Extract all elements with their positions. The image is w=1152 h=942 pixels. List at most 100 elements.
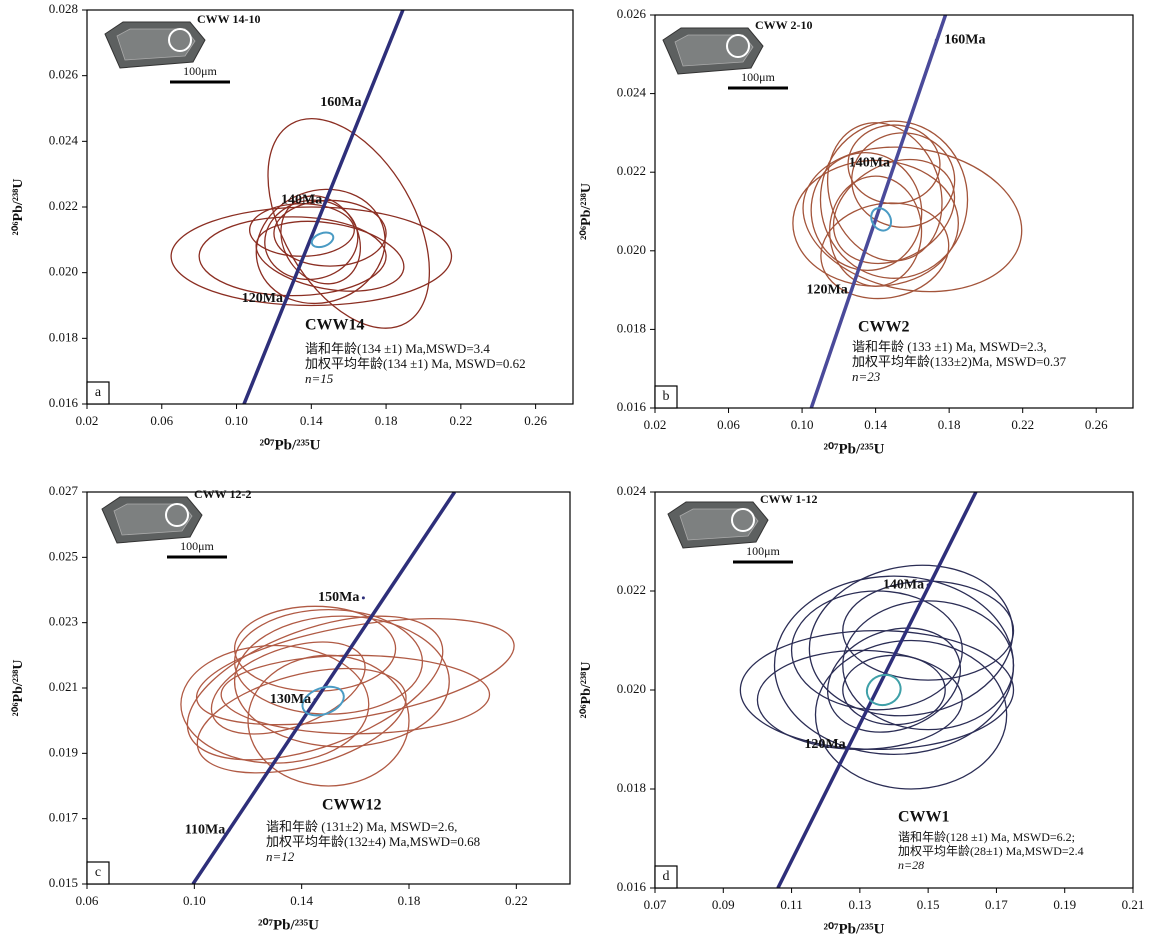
age-point <box>314 698 317 701</box>
x-axis-label: ²⁰⁷Pb/²³⁵U <box>823 921 884 937</box>
x-tick-label: 0.18 <box>398 893 421 908</box>
age-point <box>893 162 896 165</box>
age-label: 140Ma <box>883 577 924 592</box>
note-line: 加权平均年龄(133±2)Ma, MSWD=0.37 <box>852 354 1067 369</box>
age-label: 140Ma <box>281 193 322 208</box>
scale-label: 100μm <box>183 64 217 78</box>
scale-label: 100μm <box>741 70 775 84</box>
note-line: n=23 <box>852 369 881 384</box>
error-ellipse <box>250 204 355 257</box>
age-label: 150Ma <box>318 590 359 605</box>
age-point <box>362 596 365 599</box>
x-tick-label: 0.22 <box>505 893 528 908</box>
zircon-zoning <box>114 504 192 535</box>
y-tick-label: 0.018 <box>617 780 646 795</box>
y-tick-label: 0.022 <box>49 198 78 213</box>
age-point <box>935 39 938 42</box>
panel-letter: c <box>95 865 101 880</box>
panel-letter: d <box>663 869 670 884</box>
note-line: 加权平均年龄(28±1) Ma,MSWD=2.4 <box>898 844 1084 858</box>
note-line: 谐和年龄 (131±2) Ma, MSWD=2.6, <box>266 819 457 834</box>
y-tick-label: 0.025 <box>49 548 78 563</box>
y-tick-label: 0.024 <box>617 85 647 100</box>
concordia-line <box>778 492 976 888</box>
age-label: 120Ma <box>242 291 283 306</box>
y-tick-label: 0.020 <box>617 681 646 696</box>
y-tick-label: 0.027 <box>49 483 79 498</box>
panel-letter: a <box>95 385 102 400</box>
note-line: n=12 <box>266 849 295 864</box>
age-point <box>228 829 231 832</box>
x-tick-label: 0.26 <box>1085 417 1108 432</box>
x-axis-label: ²⁰⁷Pb/²³⁵U <box>259 437 320 453</box>
x-tick-label: 0.07 <box>644 897 667 912</box>
x-tick-label: 0.18 <box>938 417 961 432</box>
zircon-zoning <box>117 29 195 60</box>
sample-label: CWW14 <box>305 317 365 334</box>
scale-label: 100μm <box>746 544 780 558</box>
y-tick-label: 0.016 <box>617 399 647 414</box>
scale-label: 100μm <box>180 539 214 553</box>
y-tick-label: 0.024 <box>617 483 647 498</box>
x-tick-label: 0.06 <box>150 413 173 428</box>
x-axis-label: ²⁰⁷Pb/²³⁵U <box>258 917 319 933</box>
error-ellipse <box>843 655 945 724</box>
x-tick-label: 0.19 <box>1053 897 1076 912</box>
note-line: 谐和年龄(134 ±1) Ma,MSWD=3.4 <box>305 341 490 356</box>
y-tick-label: 0.024 <box>49 132 79 147</box>
x-tick-label: 0.13 <box>848 897 871 912</box>
plot-frame <box>655 492 1133 888</box>
x-tick-label: 0.02 <box>76 413 99 428</box>
zircon-zoning <box>675 35 753 66</box>
age-label: 110Ma <box>185 822 225 837</box>
y-tick-label: 0.026 <box>617 6 647 21</box>
note-line: 加权平均年龄(132±4) Ma,MSWD=0.68 <box>266 834 480 849</box>
y-tick-label: 0.028 <box>49 1 78 16</box>
y-tick-label: 0.016 <box>49 395 79 410</box>
note-line: n=28 <box>898 858 924 872</box>
y-tick-label: 0.020 <box>617 242 646 257</box>
y-tick-label: 0.022 <box>617 582 646 597</box>
error-ellipse <box>235 610 423 715</box>
x-tick-label: 0.26 <box>524 413 547 428</box>
age-label: 120Ma <box>806 282 847 297</box>
error-ellipse <box>189 599 522 745</box>
age-point <box>325 199 328 202</box>
zircon-zoning <box>680 509 758 540</box>
x-tick-label: 0.06 <box>717 417 740 432</box>
y-axis-label: ²⁰⁶Pb/²³⁸U <box>11 179 26 236</box>
x-tick-label: 0.10 <box>791 417 814 432</box>
y-axis-label: ²⁰⁶Pb/²³⁸U <box>579 662 594 719</box>
x-tick-label: 0.10 <box>183 893 206 908</box>
x-tick-label: 0.11 <box>780 897 802 912</box>
age-point <box>286 297 289 300</box>
error-ellipse <box>820 121 967 278</box>
note-line: 谐和年龄 (133 ±1) Ma, MSWD=2.3, <box>852 339 1047 354</box>
sample-label: CWW12 <box>322 797 382 814</box>
age-label: 140Ma <box>849 155 890 170</box>
y-tick-label: 0.017 <box>49 810 79 825</box>
age-point <box>848 743 851 746</box>
age-point <box>364 101 367 104</box>
note-line: 谐和年龄(128 ±1) Ma, MSWD=6.2; <box>898 830 1075 844</box>
x-tick-label: 0.17 <box>985 897 1008 912</box>
figure: 0.02 0.06 0.10 0.14 0.18 0.22 0.26 0.016 0.018 0.… <box>0 0 1152 942</box>
age-label: 160Ma <box>320 95 361 110</box>
inset-label: CWW 1-12 <box>760 492 817 506</box>
x-tick-label: 0.22 <box>1011 417 1034 432</box>
x-tick-label: 0.14 <box>300 413 323 428</box>
y-tick-label: 0.019 <box>49 744 78 759</box>
sample-label: CWW2 <box>858 319 910 336</box>
note-line: 加权平均年龄(134 ±1) Ma, MSWD=0.62 <box>305 356 526 371</box>
y-tick-label: 0.018 <box>49 329 78 344</box>
note-line: n=15 <box>305 371 334 386</box>
age-label: 130Ma <box>270 692 311 707</box>
x-tick-label: 0.22 <box>449 413 472 428</box>
y-tick-label: 0.026 <box>49 67 79 82</box>
x-tick-label: 0.02 <box>644 417 667 432</box>
y-tick-label: 0.022 <box>617 163 646 178</box>
inset-label: CWW 14-10 <box>197 12 260 26</box>
y-tick-label: 0.020 <box>49 264 78 279</box>
x-tick-label: 0.15 <box>917 897 940 912</box>
x-tick-label: 0.06 <box>76 893 99 908</box>
